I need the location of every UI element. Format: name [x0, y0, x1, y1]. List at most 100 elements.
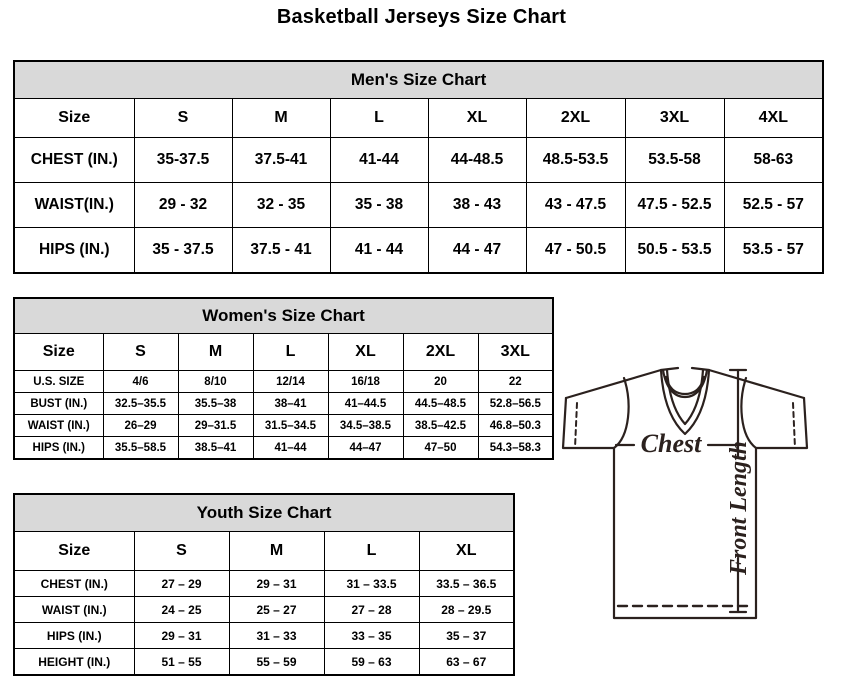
- youth-chart-caption: Youth Size Chart: [13, 493, 515, 532]
- mens-waist-s: 29 - 32: [133, 182, 233, 228]
- mens-col-header-s: S: [133, 98, 233, 138]
- womens-col-header-2xl: 2XL: [402, 333, 479, 371]
- womens-col-header-size: Size: [13, 333, 104, 371]
- womens-waist-s: 26–29: [102, 414, 179, 437]
- jersey-right-sleeve-edge: [754, 396, 809, 450]
- womens-ussize-m: 8/10: [177, 370, 254, 393]
- womens-chart-caption: Women's Size Chart: [13, 297, 554, 334]
- womens-hips-l: 41–44: [252, 436, 329, 460]
- mens-chest-l: 41-44: [329, 137, 429, 183]
- womens-ussize-s: 4/6: [102, 370, 179, 393]
- jersey-right-armhole: [740, 376, 758, 450]
- womens-bust-m: 35.5–38: [177, 392, 254, 415]
- youth-height-xl: 63 – 67: [418, 648, 515, 676]
- mens-col-header-3xl: 3XL: [624, 98, 725, 138]
- womens-bust-l: 38–41: [252, 392, 329, 415]
- youth-waist-s: 24 – 25: [133, 596, 230, 623]
- mens-hips-s: 35 - 37.5: [133, 227, 233, 274]
- table-row: HIPS (IN.) 35 - 37.5 37.5 - 41 41 - 44 4…: [13, 227, 824, 274]
- mens-size-chart-table: Men's Size Chart Size S M L XL 2XL 3XL 4…: [13, 60, 825, 274]
- mens-col-header-2xl: 2XL: [525, 98, 626, 138]
- womens-col-header-m: M: [177, 333, 254, 371]
- mens-col-header-4xl: 4XL: [723, 98, 824, 138]
- mens-hips-l: 41 - 44: [329, 227, 429, 274]
- womens-col-header-3xl: 3XL: [477, 333, 554, 371]
- youth-chest-s: 27 – 29: [133, 570, 230, 597]
- womens-hips-xl: 44–47: [327, 436, 404, 460]
- mens-waist-xl: 38 - 43: [427, 182, 527, 228]
- youth-size-chart-table: Youth Size Chart Size S M L XL CHEST (IN…: [13, 493, 516, 676]
- womens-waist-m: 29–31.5: [177, 414, 254, 437]
- womens-col-header-s: S: [102, 333, 179, 371]
- mens-chest-m: 37.5-41: [231, 137, 331, 183]
- womens-col-header-xl: XL: [327, 333, 404, 371]
- youth-chest-m: 29 – 31: [228, 570, 325, 597]
- table-row: WAIST (IN.) 24 – 25 25 – 27 27 – 28 28 –…: [13, 596, 515, 623]
- youth-row-label-waist: WAIST (IN.): [13, 596, 135, 623]
- womens-hips-2xl: 47–50: [402, 436, 479, 460]
- womens-ussize-l: 12/14: [252, 370, 329, 393]
- womens-ussize-xl: 16/18: [327, 370, 404, 393]
- mens-hips-m: 37.5 - 41: [231, 227, 331, 274]
- table-row: HIPS (IN.) 29 – 31 31 – 33 33 – 35 35 – …: [13, 622, 515, 649]
- jersey-collar-band-inner: [664, 375, 706, 396]
- mens-row-label-waist: WAIST(IN.): [13, 182, 135, 228]
- mens-hips-4xl: 53.5 - 57: [723, 227, 824, 274]
- page-title: Basketball Jerseys Size Chart: [276, 6, 567, 28]
- youth-chest-xl: 33.5 – 36.5: [418, 570, 515, 597]
- mens-hips-2xl: 47 - 50.5: [525, 227, 626, 274]
- womens-row-label-bust: BUST (IN.): [13, 392, 104, 415]
- youth-header-row: Size S M L XL: [13, 531, 515, 571]
- mens-waist-l: 35 - 38: [329, 182, 429, 228]
- chest-label: Chest: [641, 429, 702, 458]
- mens-waist-2xl: 43 - 47.5: [525, 182, 626, 228]
- youth-row-label-height: HEIGHT (IN.): [13, 648, 135, 676]
- womens-bust-2xl: 44.5–48.5: [402, 392, 479, 415]
- womens-bust-3xl: 52.8–56.5: [477, 392, 554, 415]
- mens-hips-3xl: 50.5 - 53.5: [624, 227, 725, 274]
- table-row: BUST (IN.) 32.5–35.5 35.5–38 38–41 41–44…: [13, 392, 554, 415]
- womens-waist-3xl: 46.8–50.3: [477, 414, 554, 437]
- mens-hips-xl: 44 - 47: [427, 227, 527, 274]
- womens-size-chart-table: Women's Size Chart Size S M L XL 2XL 3XL…: [13, 297, 555, 460]
- mens-chest-2xl: 48.5-53.5: [525, 137, 626, 183]
- table-row: CHEST (IN.) 27 – 29 29 – 31 31 – 33.5 33…: [13, 570, 515, 597]
- womens-waist-xl: 34.5–38.5: [327, 414, 404, 437]
- jersey-right-sleeve-hem-dashed: [792, 402, 796, 449]
- youth-col-header-m: M: [228, 531, 325, 571]
- mens-chest-xl: 44-48.5: [427, 137, 527, 183]
- youth-hips-xl: 35 – 37: [418, 622, 515, 649]
- mens-row-label-chest: CHEST (IN.): [13, 137, 135, 183]
- mens-col-header-l: L: [329, 98, 429, 138]
- youth-waist-m: 25 – 27: [228, 596, 325, 623]
- womens-ussize-2xl: 20: [402, 370, 479, 393]
- youth-chest-l: 31 – 33.5: [323, 570, 420, 597]
- youth-waist-xl: 28 – 29.5: [418, 596, 515, 623]
- womens-hips-s: 35.5–58.5: [102, 436, 179, 460]
- womens-waist-l: 31.5–34.5: [252, 414, 329, 437]
- jersey-left-sleeve-hem-dashed: [574, 402, 578, 449]
- womens-col-header-l: L: [252, 333, 329, 371]
- youth-row-label-hips: HIPS (IN.): [13, 622, 135, 649]
- womens-hips-3xl: 54.3–58.3: [477, 436, 554, 460]
- youth-height-l: 59 – 63: [323, 648, 420, 676]
- jersey-neckline-inner: [665, 368, 705, 426]
- table-row: HEIGHT (IN.) 51 – 55 55 – 59 59 – 63 63 …: [13, 648, 515, 676]
- mens-chest-4xl: 58-63: [723, 137, 824, 183]
- womens-bust-s: 32.5–35.5: [102, 392, 179, 415]
- mens-chart-caption: Men's Size Chart: [13, 60, 824, 99]
- mens-waist-m: 32 - 35: [231, 182, 331, 228]
- table-row: HIPS (IN.) 35.5–58.5 38.5–41 41–44 44–47…: [13, 436, 554, 460]
- jersey-neckline-outer: [659, 368, 711, 436]
- mens-col-header-m: M: [231, 98, 331, 138]
- mens-waist-4xl: 52.5 - 57: [723, 182, 824, 228]
- table-row: U.S. SIZE 4/6 8/10 12/14 16/18 20 22: [13, 370, 554, 393]
- mens-waist-3xl: 47.5 - 52.5: [624, 182, 725, 228]
- mens-row-label-hips: HIPS (IN.): [13, 227, 135, 274]
- mens-col-header-xl: XL: [427, 98, 527, 138]
- mens-col-header-size: Size: [13, 98, 135, 138]
- jersey-collar-band-outer: [661, 368, 709, 399]
- youth-col-header-size: Size: [13, 531, 135, 571]
- youth-height-m: 55 – 59: [228, 648, 325, 676]
- womens-header-row: Size S M L XL 2XL 3XL: [13, 333, 554, 371]
